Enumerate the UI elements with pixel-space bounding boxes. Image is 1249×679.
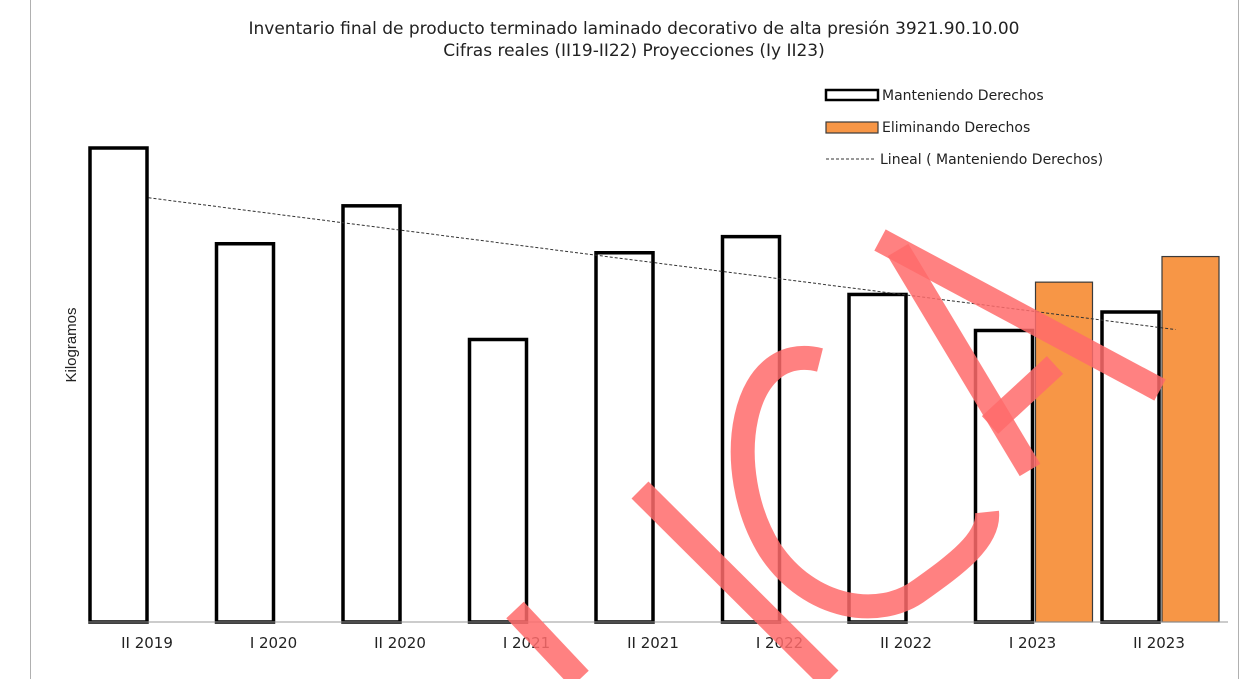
- bar-manteniendo-4: [594, 251, 655, 624]
- watermark-logo: [506, 229, 1166, 679]
- x-tick-label-2: II 2020: [374, 634, 426, 652]
- bar-manteniendo-6: [847, 292, 908, 624]
- legend-label-lineal: Lineal ( Manteniendo Derechos): [880, 152, 1103, 168]
- legend-label-manteniendo: Manteniendo Derechos: [882, 88, 1044, 104]
- bar-manteniendo-0: [88, 146, 149, 624]
- watermark-stroke-c: [730, 346, 1000, 619]
- y-axis-label: Kilogramos: [63, 307, 80, 382]
- watermark-stroke-short: [981, 356, 1064, 434]
- bar-manteniendo-2: [341, 204, 402, 624]
- x-tick-label-1: I 2020: [250, 634, 297, 652]
- x-tick-label-6: II 2022: [880, 634, 932, 652]
- bar-manteniendo-3: [467, 337, 529, 624]
- x-tick-label-8: II 2023: [1133, 634, 1185, 652]
- legend-swatch-manteniendo: [824, 88, 880, 102]
- x-tick-label-7: I 2023: [1009, 634, 1056, 652]
- chart-title: Inventario final de producto terminado l…: [249, 19, 1020, 39]
- watermark-stroke-bottom-left: [506, 601, 589, 679]
- bar-eliminando-8: [1161, 255, 1220, 623]
- bar-manteniendo-1: [214, 241, 276, 624]
- legend-label-eliminando: Eliminando Derechos: [882, 120, 1030, 136]
- legend-swatch-eliminando: [825, 121, 879, 134]
- x-tick-label-0: II 2019: [121, 634, 173, 652]
- x-tick-label-4: II 2021: [627, 634, 679, 652]
- x-tick-labels: II 2019 I 2020 II 2020 I 2021 II 2021 I 2022 I…: [121, 634, 1185, 652]
- legend: Manteniendo Derechos Eliminando Derechos…: [824, 88, 1103, 168]
- watermark-stroke-diag: [887, 243, 1041, 477]
- chart-subtitle: Cifras reales (II19-II22) Proyecciones (…: [443, 41, 825, 61]
- watermark-stroke-bottom: [631, 481, 839, 679]
- watermark-stroke-top: [874, 229, 1166, 401]
